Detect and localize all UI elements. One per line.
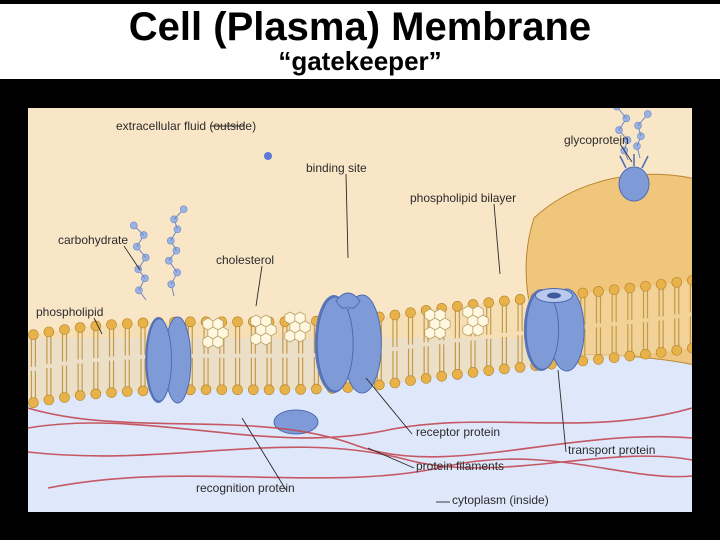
- glycoprotein: [619, 167, 649, 201]
- label-filaments: protein filaments: [416, 459, 504, 473]
- label-bilayer: phospholipid bilayer: [410, 191, 516, 205]
- slide-subtitle: “gatekeeper”: [0, 46, 720, 77]
- label-binding: binding site: [306, 161, 367, 175]
- label-ecf: extracellular fluid (outside): [116, 119, 256, 133]
- membrane-figure: extracellular fluid (outside) glycoprotei…: [28, 108, 692, 512]
- label-transport: transport protein: [568, 443, 655, 457]
- slide-title: Cell (Plasma) Membrane: [0, 5, 720, 50]
- label-phos: phospholipid: [36, 305, 103, 319]
- label-cyto: cytoplasm (inside): [452, 493, 549, 507]
- label-chol: cholesterol: [216, 253, 274, 267]
- label-receptor: receptor protein: [416, 425, 500, 439]
- transport-protein: [524, 289, 584, 371]
- label-glyco: glycoprotein: [564, 133, 629, 147]
- label-carb: carbohydrate: [58, 233, 128, 247]
- recognition-protein: [145, 317, 191, 403]
- label-recog: recognition protein: [196, 481, 295, 495]
- title-block: Cell (Plasma) Membrane “gatekeeper”: [0, 4, 720, 79]
